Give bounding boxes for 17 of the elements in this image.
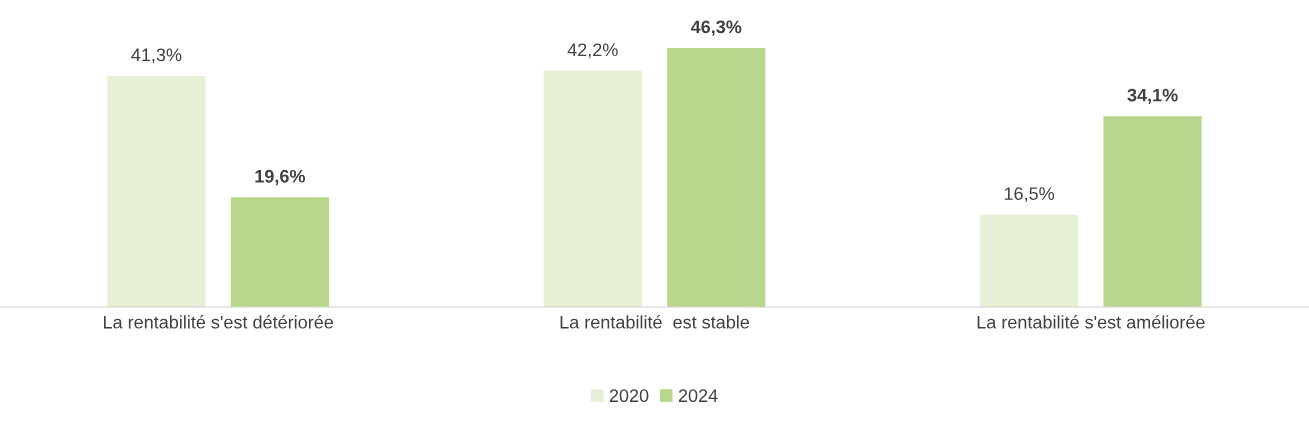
x-tick-label: La rentabilité s'est détériorée: [104, 315, 334, 329]
data-label: 42,2%: [567, 43, 618, 59]
data-label: 34,1%: [1127, 88, 1178, 105]
bar: [230, 197, 329, 307]
data-label: 46,3%: [690, 20, 742, 36]
x-tick-label: La rentabilité s'est améliorée: [977, 315, 1205, 329]
x-tick-label: La rentabilité est stable: [560, 315, 750, 329]
bar: [1103, 116, 1202, 307]
legend-label: 2020: [609, 389, 649, 403]
legend-label: 2024: [678, 389, 718, 403]
data-label: 19,6%: [255, 169, 306, 186]
data-label: 41,3%: [131, 48, 182, 64]
data-label: 16,5%: [1004, 187, 1055, 203]
bar: [667, 47, 766, 307]
bar: [107, 75, 206, 307]
bar: [980, 214, 1079, 307]
bar: [543, 70, 642, 307]
